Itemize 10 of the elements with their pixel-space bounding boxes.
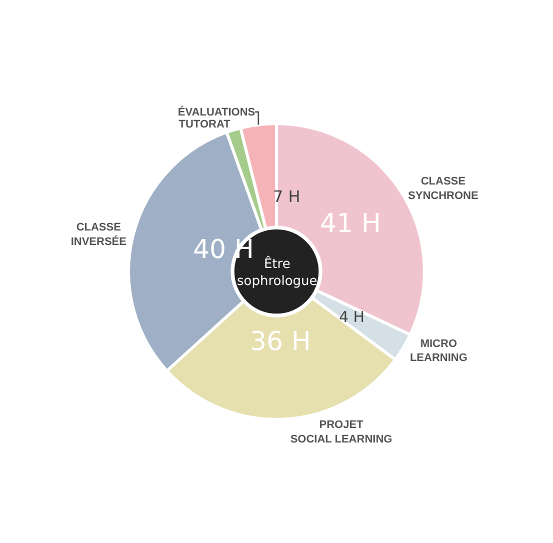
slice-label: CLASSE INVERSÉE [70,222,126,248]
slice-label: CLASSE SYNCHRONE [408,175,478,202]
slice-label: ÉVALUATIONS [178,105,256,118]
data-label: 41 H [320,209,381,239]
slice-label: PROJET SOCIAL LEARNING [290,419,392,446]
text: 7 H [273,187,300,206]
slice-label: TUTORAT [178,118,231,130]
data-label: 4 H [339,308,365,326]
slice-label: MICRO LEARNING [410,338,468,364]
data-label: 36 H [250,327,311,357]
